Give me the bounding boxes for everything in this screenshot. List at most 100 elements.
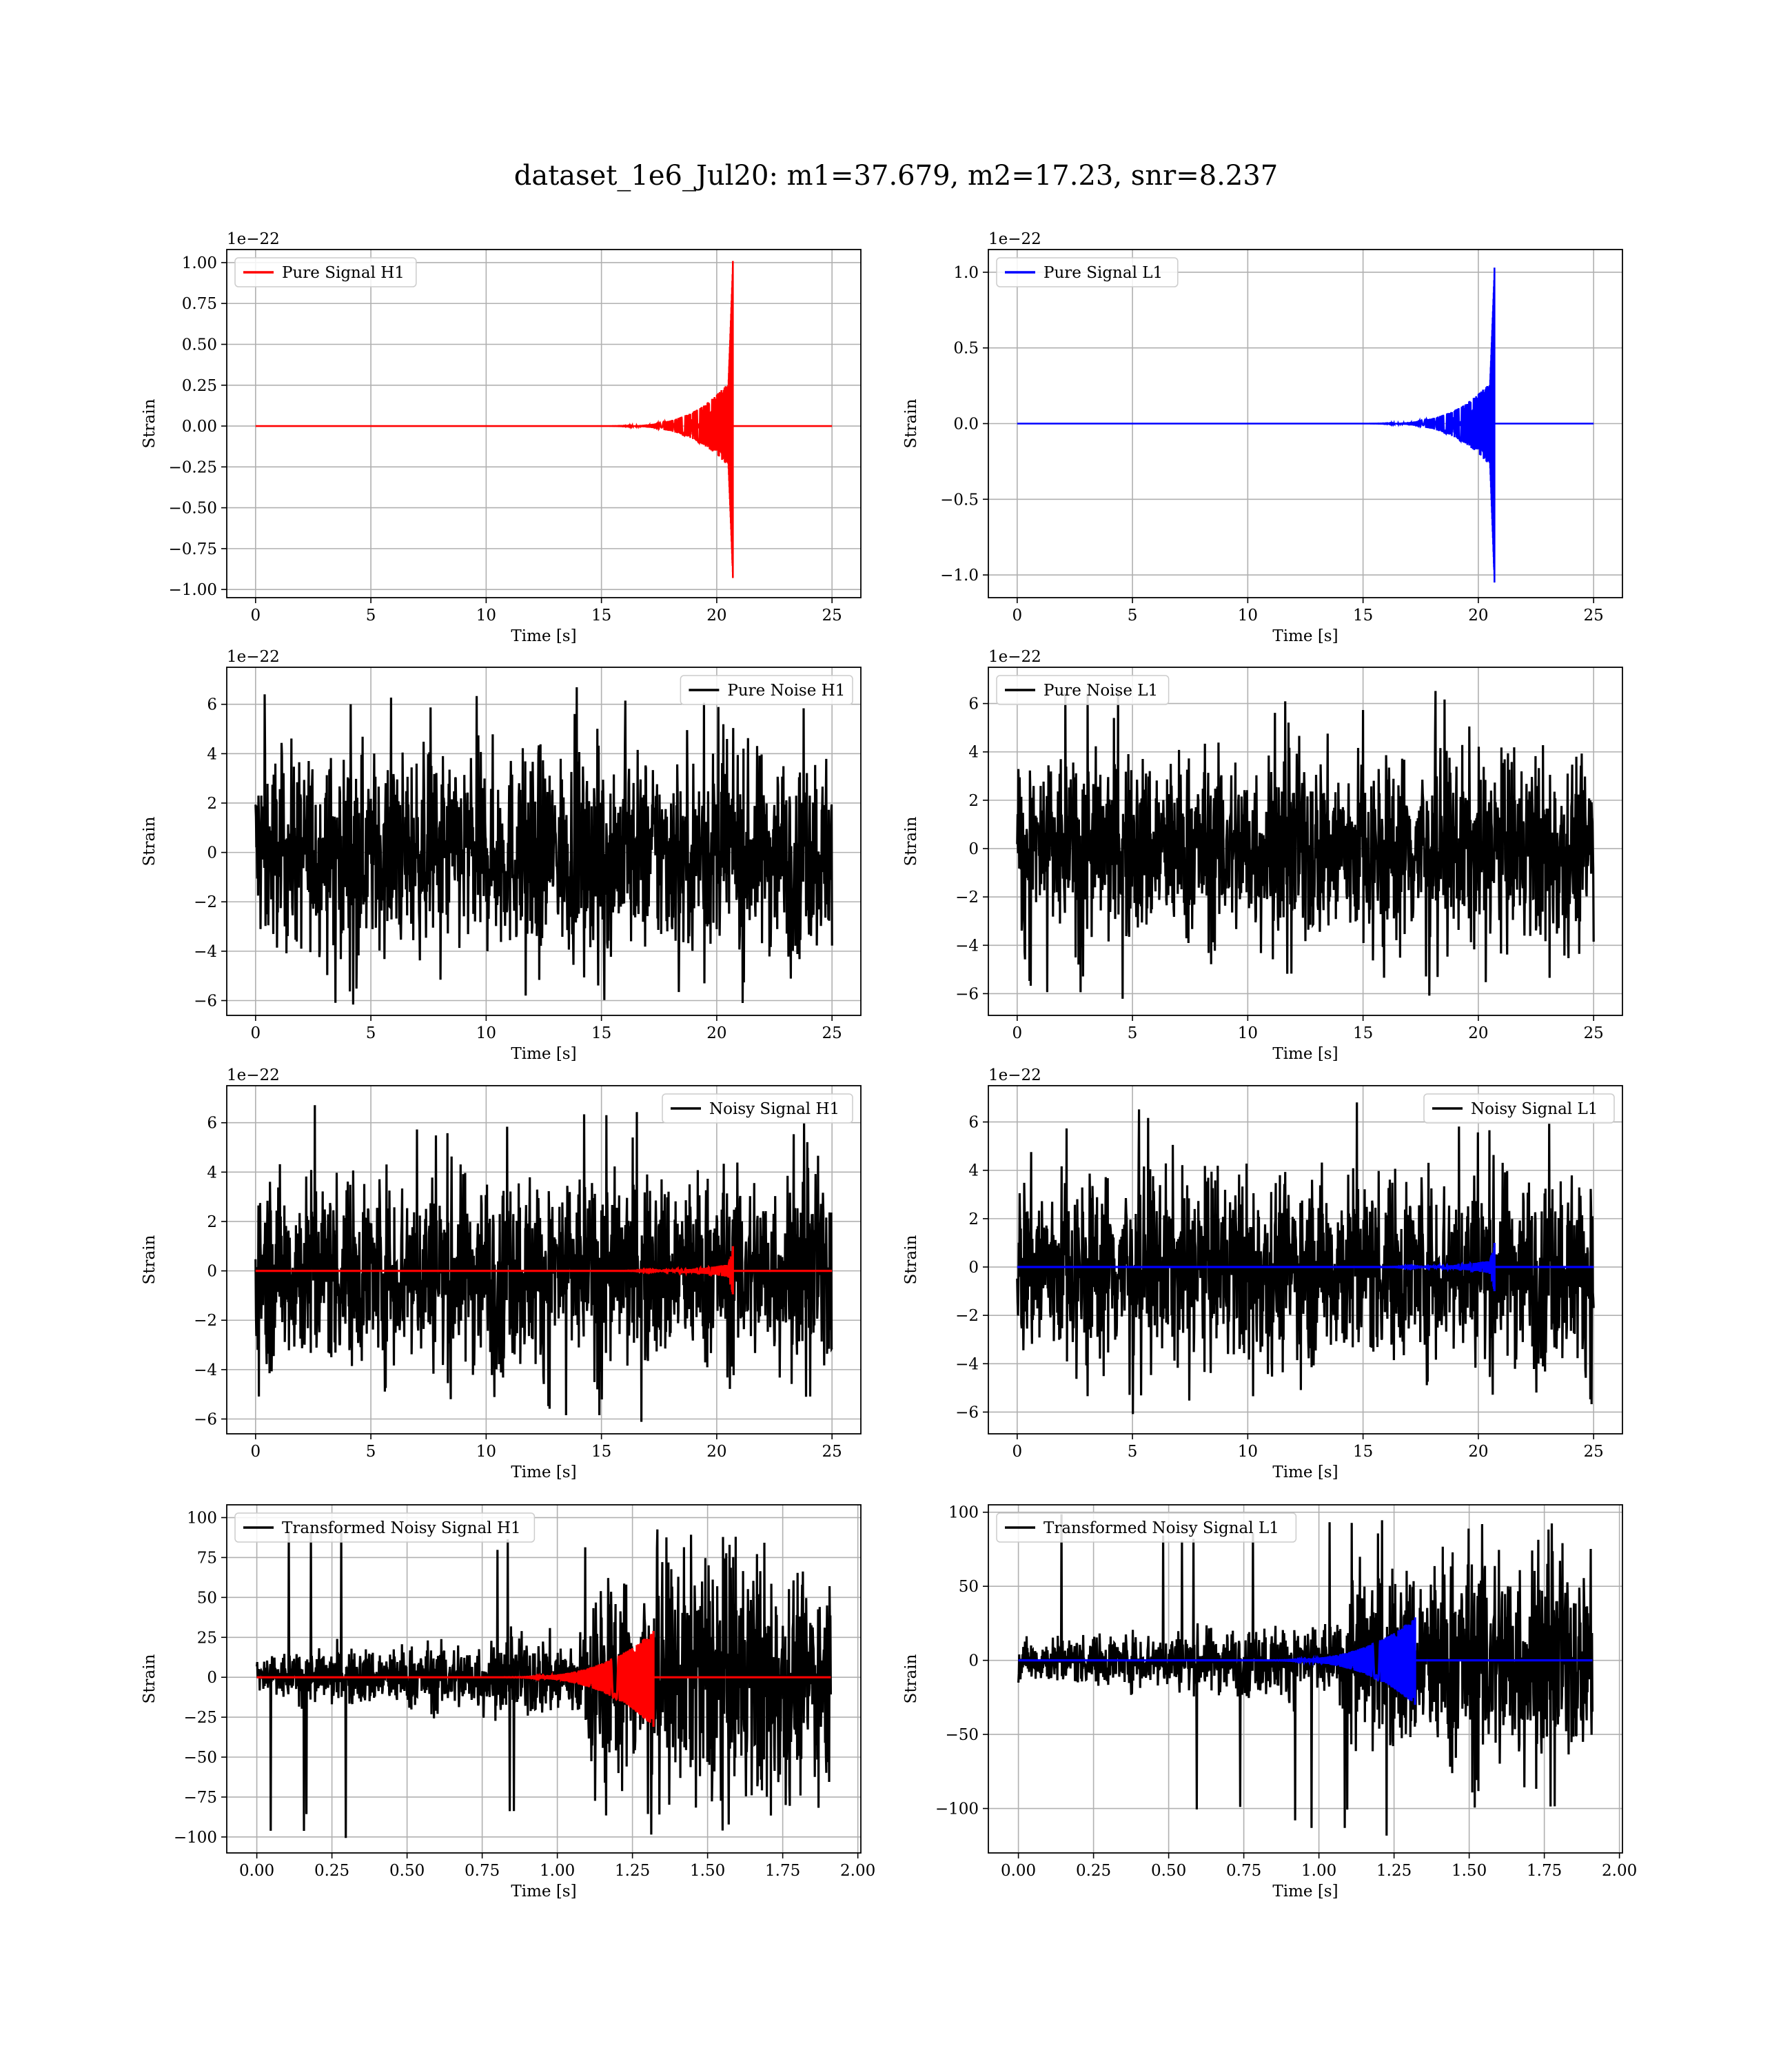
x-tick-label: 10 (1238, 1443, 1258, 1461)
y-tick-label: 0.75 (182, 295, 217, 313)
subplot-noisy-signal-h1: 0 5 10 15 20 25 −6 −4 −2 0 2 4 6 Time [s] Strain 1e−22 N… (141, 1066, 862, 1481)
legend-box (234, 1512, 536, 1543)
x-axis-label: Time [s] (511, 1883, 576, 1900)
x-tick-label: 25 (1584, 1443, 1604, 1461)
x-tick-label: 0.00 (239, 1862, 274, 1880)
legend-box (1423, 1093, 1615, 1124)
x-tick-label: 1.25 (1376, 1862, 1412, 1880)
y-tick-label: −0.25 (169, 458, 217, 476)
y-tick-label: 0.25 (182, 377, 217, 395)
y-tick-label: 2 (207, 795, 217, 813)
x-tick-label: 25 (822, 1443, 842, 1461)
y-tick-label: 0 (968, 1259, 979, 1277)
x-tick-label: 10 (1238, 1024, 1258, 1042)
x-axis-label: Time [s] (511, 1463, 576, 1481)
x-tick-label: 15 (1353, 1024, 1373, 1042)
y-tick-label: 0.00 (182, 418, 217, 436)
x-axis-label: Time [s] (1272, 1045, 1338, 1063)
x-tick-label: 15 (1353, 607, 1373, 625)
x-tick-label: 0 (250, 607, 261, 625)
x-tick-label: 15 (1353, 1443, 1373, 1461)
y-tick-label: −100 (935, 1801, 979, 1818)
y-tick-label: 6 (968, 696, 979, 713)
y-tick-label: 2 (207, 1213, 217, 1231)
y-tick-label: −6 (955, 985, 979, 1003)
legend-label: Noisy Signal L1 (1471, 1100, 1598, 1118)
x-axis-label: Time [s] (1272, 1883, 1338, 1900)
x-tick-label: 1.75 (1527, 1862, 1562, 1880)
traces (1017, 1514, 1594, 1836)
chirp-waveform-line (256, 1631, 831, 1727)
legend-label: Pure Signal L1 (1043, 264, 1163, 282)
x-tick-label: 0 (250, 1024, 261, 1042)
y-axis-label: Strain (141, 398, 159, 448)
axes-frame (988, 1504, 1623, 1854)
legend-label: Pure Noise L1 (1043, 682, 1158, 700)
y-tick-label: −50 (945, 1726, 979, 1744)
x-tick-label: 25 (1584, 607, 1604, 625)
legend: Noisy Signal H1 (662, 1093, 853, 1124)
x-tick-label: 10 (476, 1024, 496, 1042)
y-offset-text: 1e−22 (988, 230, 1041, 248)
y-tick-label: −4 (194, 943, 217, 961)
y-axis-label: Strain (141, 1654, 159, 1703)
y-tick-label: 0 (207, 1669, 217, 1687)
y-tick-label: −6 (194, 1411, 217, 1429)
y-tick-label: −100 (174, 1829, 217, 1847)
x-tick-label: 15 (591, 1024, 611, 1042)
legend: Pure Noise L1 (996, 675, 1170, 705)
axes-frame (988, 249, 1623, 598)
y-tick-label: −25 (183, 1709, 217, 1727)
x-tick-label: 1.25 (615, 1862, 650, 1880)
traces (1017, 267, 1594, 582)
y-tick-label: 2 (968, 1210, 979, 1228)
x-tick-label: 0.50 (389, 1862, 425, 1880)
x-tick-label: 2.00 (1602, 1862, 1637, 1880)
legend: Transformed Noisy Signal H1 (234, 1512, 536, 1543)
y-axis-label: Strain (141, 816, 159, 866)
subplots-group: 0 5 10 15 20 25−1.00−0.75−0.50−0.250.000.250.… (141, 230, 1637, 1900)
y-tick-label: 0 (207, 844, 217, 862)
legend: Pure Signal H1 (234, 257, 417, 287)
traces (254, 687, 833, 1005)
y-tick-label: 4 (968, 1162, 979, 1180)
legend: Transformed Noisy Signal L1 (996, 1512, 1297, 1543)
y-tick-label: −2 (955, 1307, 979, 1325)
x-tick-label: 0.25 (314, 1862, 349, 1880)
series-transformed-noisy-signal-h1-line (256, 1529, 832, 1838)
legend-box (996, 675, 1170, 705)
x-tick-label: 10 (1238, 607, 1258, 625)
x-tick-label: 0.75 (465, 1862, 500, 1880)
x-tick-label: 20 (1468, 1443, 1488, 1461)
x-tick-label: 0.75 (1226, 1862, 1261, 1880)
legend-box (996, 257, 1179, 287)
y-tick-label: 6 (207, 696, 217, 714)
chirp-waveform-line (1017, 267, 1594, 582)
y-tick-label: 1.00 (182, 254, 217, 272)
y-tick-label: 0.0 (953, 416, 979, 434)
x-tick-label: 0 (1012, 607, 1022, 625)
x-axis-label: Time [s] (1272, 1463, 1338, 1481)
x-tick-label: 0.50 (1151, 1862, 1186, 1880)
legend-label: Noisy Signal H1 (709, 1100, 839, 1118)
figure-title: dataset_1e6_Jul20: m1=37.679, m2=17.23, … (514, 160, 1278, 192)
x-tick-label: 15 (591, 1443, 611, 1461)
y-tick-label: −4 (955, 1355, 979, 1373)
chirp-envelope (1454, 274, 1496, 576)
legend-label: Transformed Noisy Signal H1 (282, 1519, 521, 1537)
y-offset-text: 1e−22 (227, 230, 280, 248)
y-tick-label: −6 (955, 1403, 979, 1421)
y-tick-label: 75 (197, 1549, 217, 1567)
y-tick-label: −0.75 (169, 540, 217, 558)
y-tick-label: 0.5 (953, 340, 979, 358)
y-tick-label: 0.50 (182, 336, 217, 354)
chirp-envelope (693, 267, 734, 572)
x-tick-label: 0 (1012, 1024, 1022, 1042)
y-tick-label: −2 (955, 889, 979, 906)
y-tick-label: 50 (197, 1589, 217, 1607)
x-tick-label: 1.50 (690, 1862, 725, 1880)
subplot-pure-noise-h1: 0 5 10 15 20 25 −6 −4 −2 0 2 4 6 Time [s] Strain 1e−22 P… (141, 648, 862, 1063)
x-tick-label: 25 (1584, 1024, 1604, 1042)
x-tick-label: 5 (366, 1443, 376, 1461)
